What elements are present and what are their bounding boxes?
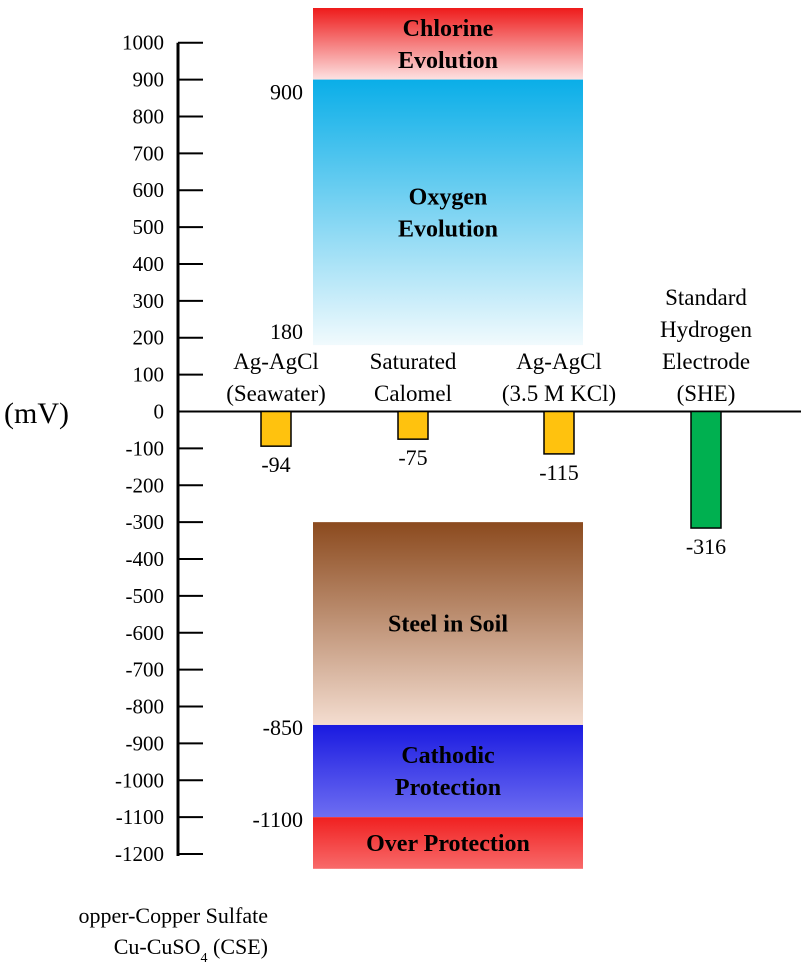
region-label-1-0: Oxygen	[409, 184, 488, 210]
y-tick-label-18: -800	[126, 695, 165, 719]
y-tick-label-12: -200	[126, 473, 165, 497]
region-label-3-1: Protection	[395, 775, 501, 801]
bar-value-label-3: -316	[686, 534, 726, 559]
category-label-3-1: Hydrogen	[660, 317, 752, 342]
category-label-2-0: Ag-AgCl	[516, 349, 602, 374]
y-tick-label-5: 500	[133, 215, 165, 239]
region-1	[313, 79, 583, 346]
edge-label-1: 180	[270, 319, 303, 344]
bar-3	[690, 410, 722, 529]
y-tick-label-1: 900	[133, 68, 165, 92]
y-tick-label-2: 800	[133, 104, 165, 128]
bar-2	[543, 410, 575, 455]
category-label-1-0: Saturated	[370, 349, 457, 374]
region-2	[313, 522, 583, 725]
category-label-3-3: (SHE)	[677, 381, 736, 406]
y-tick-label-16: -600	[126, 621, 165, 645]
reference-electrode-formula: Cu-CuSO4 (CSE)	[114, 934, 268, 963]
edge-label-3: -1100	[252, 807, 303, 832]
unit-label: (mV)	[4, 397, 69, 430]
region-4	[313, 817, 583, 869]
category-label-0-0: Ag-AgCl	[233, 349, 319, 374]
region-label-2-0: Steel in Soil	[388, 612, 508, 638]
y-tick-label-4: 600	[133, 178, 165, 202]
y-tick-label-21: -1100	[116, 805, 164, 829]
bar-0	[260, 410, 292, 447]
formula-main: Cu-CuSO	[114, 934, 201, 959]
y-tick-label-3: 700	[133, 141, 165, 165]
y-tick-label-20: -1000	[115, 768, 164, 792]
y-tick-label-9: 100	[133, 363, 165, 387]
edge-label-2: -850	[263, 715, 303, 740]
region-label-0-0: Chlorine	[403, 16, 494, 42]
bar-value-label-1: -75	[398, 445, 427, 470]
y-tick-label-19: -900	[126, 731, 165, 755]
y-tick-label-22: -1200	[115, 842, 164, 866]
bar-value-label-2: -115	[539, 460, 579, 485]
y-tick-label-8: 200	[133, 326, 165, 350]
formula-suffix: (CSE)	[208, 934, 269, 959]
y-tick-label-17: -700	[126, 658, 165, 682]
y-axis: 10009008007006005004003002001000-100-200…	[115, 31, 801, 866]
category-label-2-1: (3.5 M KCl)	[502, 381, 616, 406]
y-tick-label-11: -100	[126, 436, 165, 460]
y-tick-label-0: 1000	[122, 31, 164, 55]
reference-electrode-label: opper-Copper Sulfate	[78, 903, 268, 928]
y-tick-label-13: -300	[126, 510, 165, 534]
formula-subscript: 4	[201, 951, 208, 963]
bar-1	[397, 410, 429, 440]
region-0	[313, 8, 583, 80]
y-tick-label-6: 400	[133, 252, 165, 276]
region-label-0-1: Evolution	[398, 48, 498, 74]
category-label-1-1: Calomel	[374, 381, 452, 406]
bars-layer: -94 Ag-AgCl (Seawater) -75 Saturated Calomel -…	[226, 285, 752, 559]
category-label-0-1: (Seawater)	[226, 381, 326, 406]
category-label-3-0: Standard	[665, 285, 747, 310]
edge-label-0: 900	[270, 80, 303, 105]
y-tick-label-14: -400	[126, 547, 165, 571]
regions-layer: Chlorine Evolution Oxygen Evolution Steel in…	[252, 8, 583, 869]
region-label-1-1: Evolution	[398, 216, 498, 242]
y-tick-label-7: 300	[133, 289, 165, 313]
region-label-3-0: Cathodic	[401, 743, 495, 769]
y-tick-label-15: -500	[126, 584, 165, 608]
region-3	[313, 724, 583, 818]
category-label-3-2: Electrode	[662, 349, 750, 374]
bar-value-label-0: -94	[261, 452, 290, 477]
region-label-4-0: Over Protection	[366, 831, 530, 857]
y-tick-label-10: 0	[154, 400, 165, 424]
